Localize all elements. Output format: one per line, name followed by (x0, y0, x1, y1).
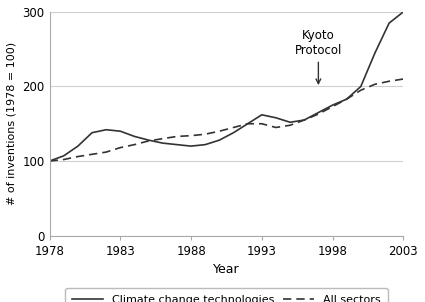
Text: Kyoto
Protocol: Kyoto Protocol (295, 29, 342, 84)
All sectors (288, 124, 293, 127)
Climate change technologies (118, 129, 123, 133)
All sectors (75, 155, 80, 158)
All sectors (372, 82, 377, 86)
Climate change technologies (174, 143, 179, 146)
Climate change technologies (47, 159, 52, 163)
All sectors (316, 112, 321, 116)
All sectors (174, 135, 179, 138)
All sectors (344, 97, 349, 101)
Climate change technologies (90, 131, 95, 134)
Line: Climate change technologies: Climate change technologies (50, 12, 403, 161)
Climate change technologies (132, 135, 137, 138)
All sectors (259, 122, 264, 126)
Climate change technologies (61, 154, 66, 158)
Climate change technologies (160, 141, 165, 145)
Climate change technologies (273, 116, 278, 120)
Climate change technologies (146, 138, 151, 142)
Climate change technologies (344, 97, 349, 101)
All sectors (203, 132, 208, 136)
Legend: Climate change technologies, All sectors: Climate change technologies, All sectors (65, 288, 388, 302)
All sectors (231, 126, 236, 129)
All sectors (401, 77, 406, 81)
All sectors (217, 129, 222, 133)
Climate change technologies (259, 113, 264, 117)
Climate change technologies (330, 103, 335, 107)
Climate change technologies (231, 131, 236, 134)
Climate change technologies (189, 144, 194, 148)
X-axis label: Year: Year (213, 263, 240, 276)
All sectors (118, 146, 123, 149)
Climate change technologies (401, 10, 406, 14)
All sectors (160, 137, 165, 140)
All sectors (146, 139, 151, 143)
Climate change technologies (302, 118, 307, 122)
Climate change technologies (104, 128, 109, 132)
All sectors (387, 79, 392, 83)
Y-axis label: # of inventions (1978 = 100): # of inventions (1978 = 100) (7, 42, 17, 205)
All sectors (104, 150, 109, 154)
All sectors (189, 134, 194, 137)
All sectors (132, 143, 137, 146)
All sectors (273, 126, 278, 129)
All sectors (90, 153, 95, 156)
Climate change technologies (372, 51, 377, 55)
Climate change technologies (203, 143, 208, 146)
All sectors (330, 105, 335, 108)
Climate change technologies (316, 111, 321, 114)
Climate change technologies (75, 144, 80, 148)
Climate change technologies (245, 122, 250, 126)
Climate change technologies (288, 120, 293, 124)
Climate change technologies (217, 138, 222, 142)
All sectors (302, 118, 307, 122)
All sectors (61, 158, 66, 161)
All sectors (47, 159, 52, 163)
All sectors (358, 88, 363, 92)
Climate change technologies (387, 21, 392, 25)
All sectors (245, 122, 250, 126)
Line: All sectors: All sectors (50, 79, 403, 161)
Climate change technologies (358, 85, 363, 88)
